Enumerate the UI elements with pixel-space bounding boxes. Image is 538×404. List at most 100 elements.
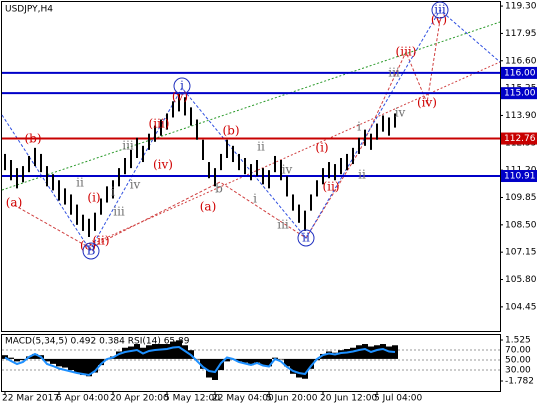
macd-bar (158, 344, 164, 359)
wave-label: (ii) (322, 180, 339, 194)
macd-bar (92, 358, 98, 373)
x-tick-label: 5 Jun 20:00 (266, 394, 318, 404)
wave-label: iii (277, 218, 289, 232)
macd-bar (284, 358, 290, 367)
macd-bar (302, 358, 308, 379)
macd-bar (350, 347, 356, 359)
wave-label: (iv) (417, 96, 437, 110)
rsi-tick-label: 30.00 (505, 366, 531, 376)
macd-bar (278, 358, 284, 360)
macd-bar (176, 340, 182, 359)
macd-bar (290, 358, 296, 374)
wave-label: (v) (172, 90, 188, 104)
y-tick-label: 105.80 (505, 275, 537, 285)
level-label-bg (501, 66, 537, 79)
macd-bar (86, 358, 92, 377)
wave-label: iii (434, 3, 446, 17)
wave-label: (iii) (149, 117, 170, 131)
macd-bar (344, 348, 350, 359)
macd-bar (50, 358, 56, 364)
wave-label: (iv) (153, 158, 173, 172)
macd-bar (122, 347, 128, 359)
wave-label: iv (282, 163, 293, 177)
annotation-circle (431, 1, 449, 19)
y-tick-label: 104.45 (505, 302, 537, 312)
annotation-circle (173, 77, 191, 95)
x-tick-label: 22 Mar 2017 (2, 394, 59, 404)
macd-bar (212, 358, 218, 380)
macd-bar (62, 358, 68, 368)
macd-bar (248, 358, 254, 366)
wave-label: i (111, 185, 115, 199)
level-label: 110.91 (504, 172, 536, 182)
macd-bar (194, 358, 200, 360)
chart-title: USDJPY,H4 (5, 5, 53, 15)
wave-label: i (180, 79, 184, 93)
x-tick-label: 5 May 12:00 (164, 394, 220, 404)
macd-bar (14, 358, 20, 362)
x-tick-label: 5 Jul 04:00 (374, 394, 423, 404)
x-tick-label: 22 May 04:00 (212, 394, 274, 404)
macd-bar (98, 358, 104, 366)
rsi-tick-label: 50.00 (505, 356, 531, 366)
wave-label: iii (122, 139, 134, 153)
macd-bar (320, 353, 326, 359)
macd-bar (32, 353, 38, 359)
level-label: 115.00 (504, 89, 536, 99)
level-label: 116.00 (504, 68, 536, 78)
x-tick-label: 20 Jun 12:00 (320, 394, 377, 404)
wave-label: i (357, 120, 361, 134)
x-tick-label: 6 Apr 04:00 (56, 394, 109, 404)
macd-bar (152, 344, 158, 359)
indicator-title: MACD(5,34,5) 0.492 0.384 RSI(14) 65.89 (5, 337, 190, 347)
macd-bar (392, 345, 398, 359)
wave-label: (i) (87, 191, 100, 205)
wave-label: iii (113, 205, 125, 219)
wave-label: (i) (315, 141, 328, 155)
y-tick-label: 108.50 (505, 220, 537, 230)
macd-bar (200, 358, 206, 369)
macd-tick-label: -1.782 (505, 377, 534, 387)
macd-bar (56, 358, 62, 367)
macd-bar (236, 358, 242, 362)
macd-bar (146, 345, 152, 359)
macd-bar (374, 345, 380, 359)
macd-bar (308, 358, 314, 369)
wave-label: (ii) (92, 234, 109, 248)
macd-bar (128, 346, 134, 359)
macd-bar (332, 352, 338, 359)
trend-line (89, 61, 501, 246)
macd-bar (134, 344, 140, 359)
macd-bar (362, 344, 368, 359)
macd-bar (170, 341, 176, 359)
wave-label: ii (302, 231, 310, 245)
macd-bar (356, 345, 362, 359)
y-tick-label: 113.90 (505, 111, 537, 121)
macd-bar (74, 358, 80, 373)
wave-path (13, 19, 441, 249)
macd-tick-label: 1.525 (505, 336, 531, 346)
macd-bar (44, 358, 50, 362)
y-tick-label: 119.30 (505, 2, 537, 12)
macd-bar (80, 358, 86, 376)
macd-bar (20, 358, 26, 361)
macd-bar (206, 358, 212, 378)
macd-bar (326, 351, 332, 359)
macd-bar (68, 358, 74, 371)
wave-label: (iii) (396, 45, 417, 59)
y-tick-label: 107.15 (505, 248, 537, 258)
rsi-line (4, 345, 396, 377)
macd-bar (296, 358, 302, 378)
wave-label: ii (358, 168, 366, 182)
macd-bar (2, 355, 8, 359)
annotation-circle (82, 242, 100, 260)
wave-label: ii (257, 140, 265, 154)
y-tick-label: 116.60 (505, 56, 537, 66)
level-label: 112.76 (504, 134, 536, 144)
level-label-bg (501, 132, 537, 145)
wave-label: ii (76, 176, 84, 190)
wave-label: b (215, 182, 223, 196)
macd-bar (224, 358, 230, 362)
wave-label: (b) (24, 132, 41, 146)
